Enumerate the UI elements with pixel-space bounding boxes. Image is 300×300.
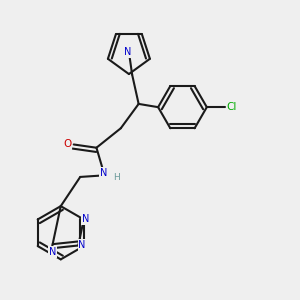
Text: N: N <box>79 240 86 250</box>
Text: N: N <box>49 247 56 257</box>
Text: Cl: Cl <box>226 102 237 112</box>
Text: O: O <box>63 139 71 148</box>
Text: H: H <box>113 173 120 182</box>
Text: N: N <box>100 168 108 178</box>
Text: N: N <box>124 47 131 57</box>
Text: N: N <box>82 214 89 224</box>
